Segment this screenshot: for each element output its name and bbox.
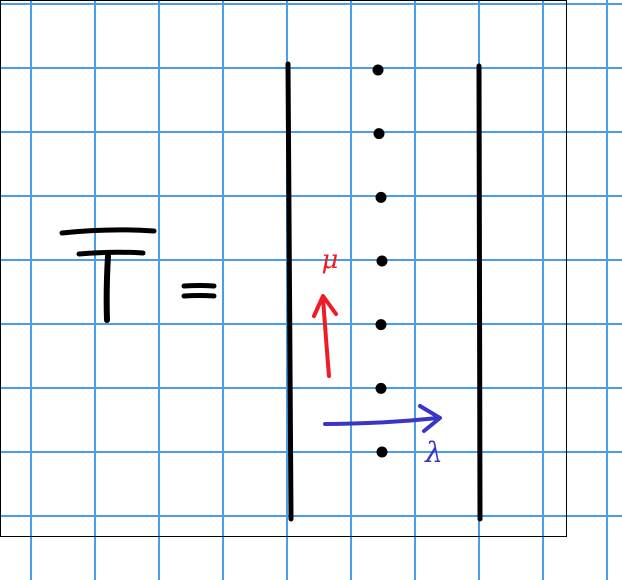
right-boundary-line <box>476 63 483 522</box>
canvas-frame <box>0 0 567 537</box>
T-stem-stroke <box>103 253 111 323</box>
mu-label: μ <box>322 245 339 275</box>
lambda-arrow-shaft <box>323 416 440 426</box>
dot-5 <box>375 319 387 331</box>
dot-7 <box>376 446 388 458</box>
equals-top-stroke <box>181 283 217 289</box>
equals-bottom-stroke <box>181 293 217 299</box>
lambda-arrow-head <box>418 404 442 433</box>
equation-symbol-T <box>59 227 157 323</box>
dot-2 <box>373 128 385 140</box>
lambda-label: λ <box>424 436 443 469</box>
dot-3 <box>375 191 387 203</box>
mu-arrow-shaft <box>321 296 331 378</box>
dot-1 <box>372 64 384 76</box>
dots-column <box>372 64 388 458</box>
left-boundary-line <box>285 61 294 522</box>
dot-4 <box>376 255 388 267</box>
T-top-stroke <box>76 249 146 257</box>
equals-sign <box>181 283 217 299</box>
mu-arrow-head <box>312 294 338 318</box>
mu-arrow <box>312 294 338 378</box>
dot-6 <box>375 382 387 394</box>
lambda-arrow <box>323 404 442 433</box>
overbar-stroke <box>59 227 157 236</box>
